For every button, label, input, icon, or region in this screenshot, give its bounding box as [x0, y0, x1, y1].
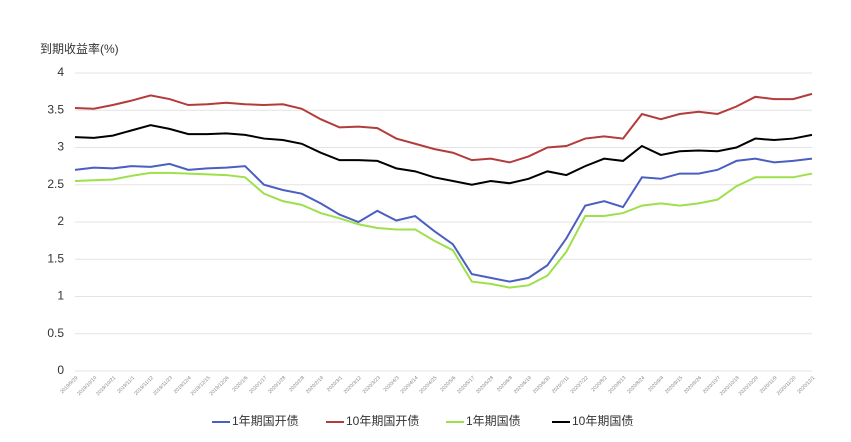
series-line: [74, 92, 813, 164]
series-line: [74, 171, 813, 289]
x-tick-label: 2020/1/17: [248, 375, 268, 395]
y-tick-label: 2.5: [47, 177, 64, 191]
y-tick-label: 0: [57, 363, 64, 377]
x-tick-label: 2020/5/17: [456, 375, 476, 395]
x-tick-label: 2020/7/11: [551, 375, 571, 395]
series-line: [74, 157, 813, 283]
x-tick-label: 2020/10/29: [738, 375, 760, 397]
x-tick-label: 2020/5/6: [439, 375, 457, 393]
x-tick-label: 2020/6/8: [496, 375, 514, 393]
y-tick-label: 0.5: [47, 326, 64, 340]
x-tick-label: 2020/8/13: [607, 375, 627, 395]
x-tick-label: 2020/8/24: [626, 375, 646, 395]
x-tick-label: 2020/9/26: [683, 375, 703, 395]
y-tick-label: 2: [57, 214, 64, 228]
x-tick-label: 2020/4/3: [383, 375, 401, 393]
x-tick-label: 2020/1/6: [231, 375, 249, 393]
x-tick-label: 2020/9/15: [664, 375, 684, 395]
legend-label: 10年期国债: [572, 414, 633, 428]
x-tick-label: 2020/6/19: [513, 375, 533, 395]
x-tick-label: 2020/2/19: [305, 375, 325, 395]
x-tick-label: 2020/12/1: [796, 375, 816, 395]
x-tick-label: 2020/1/28: [267, 375, 287, 395]
legend-label: 1年期国开债: [232, 414, 299, 428]
x-tick-label: 2020/4/25: [418, 375, 438, 395]
y-tick-label: 1.5: [47, 251, 64, 265]
x-tick-label: 2020/2/8: [288, 375, 306, 393]
series-line: [74, 124, 813, 186]
x-tick-label: 2020/3/23: [362, 375, 382, 395]
legend-label: 10年期国开债: [346, 414, 419, 428]
legend-label: 1年期国债: [466, 414, 521, 428]
x-tick-label: 2020/6/30: [532, 375, 552, 395]
y-tick-label: 3.5: [47, 102, 64, 116]
y-tick-label: 1: [57, 289, 64, 303]
x-tick-label: 2020/7/22: [570, 375, 590, 395]
chart-title: 到期收益率(%): [40, 41, 119, 56]
x-tick-label: 2019/11/23: [152, 375, 174, 397]
x-tick-label: 2020/5/28: [475, 375, 495, 395]
x-tick-label: 2020/11/20: [776, 375, 798, 397]
y-tick-label: 4: [57, 65, 64, 79]
x-tick-label: 2020/3/1: [326, 375, 344, 393]
x-tick-label: 2019/10/21: [95, 375, 117, 397]
x-tick-label: 2020/3/12: [343, 375, 363, 395]
x-tick-label: 2019/12/26: [209, 375, 231, 397]
y-tick-label: 3: [57, 140, 64, 154]
x-tick-label: 2020/9/4: [647, 375, 665, 393]
x-tick-label: 2020/4/14: [400, 375, 420, 395]
x-tick-label: 2020/8/2: [590, 375, 608, 393]
